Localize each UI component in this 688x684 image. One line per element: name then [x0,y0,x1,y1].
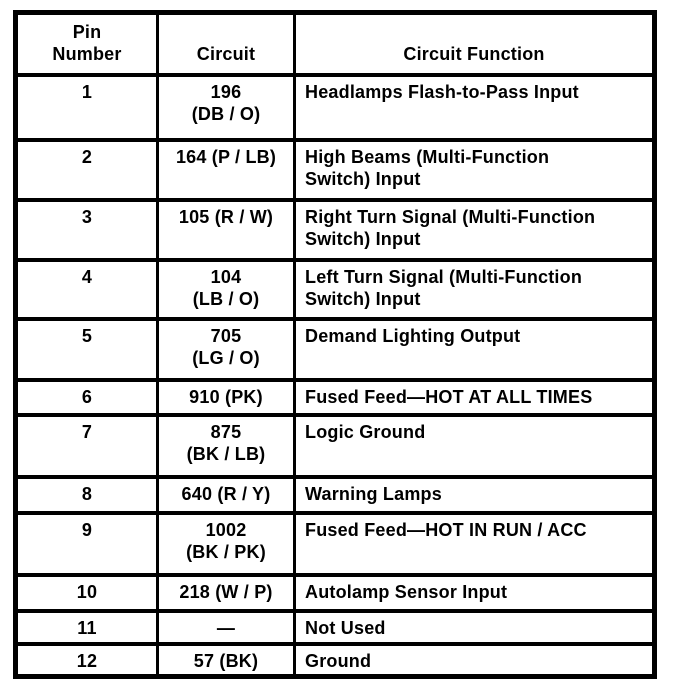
table-row: 12 57 (BK) Ground [14,641,656,678]
table-row: 1 196 (DB / O) Headlamps Flash-to-Pass I… [14,72,656,142]
circuit-function-cell: Left Turn Signal (Multi-Function Switch)… [293,257,656,321]
circuit-cell: — [156,608,296,646]
circuit-cell: 196 (DB / O) [156,72,296,142]
pin-number-cell: 12 [14,641,159,678]
circuit-function-cell: Fused Feed—HOT AT ALL TIMES [293,377,656,417]
pin-number-cell: 3 [14,197,159,262]
pin-number-cell: 10 [14,572,159,613]
circuit-cell: 218 (W / P) [156,572,296,613]
column-header-circuit: Circuit [156,10,296,77]
column-header-circuit-function: Circuit Function [293,10,656,77]
circuit-function-cell: Fused Feed—HOT IN RUN / ACC [293,510,656,577]
pin-number-cell: 11 [14,608,159,646]
circuit-cell: 640 (R / Y) [156,474,296,515]
column-header-pin-number: Pin Number [14,10,159,77]
pin-number-cell: 5 [14,316,159,382]
table-row: 3 105 (R / W) Right Turn Signal (Multi-F… [14,197,656,262]
pin-number-cell: 1 [14,72,159,142]
pin-number-cell: 4 [14,257,159,321]
pin-number-cell: 2 [14,137,159,202]
table-row: 8 640 (R / Y) Warning Lamps [14,474,656,515]
circuit-cell: 164 (P / LB) [156,137,296,202]
circuit-function-cell: Autolamp Sensor Input [293,572,656,613]
circuit-function-cell: Demand Lighting Output [293,316,656,382]
pin-number-cell: 8 [14,474,159,515]
circuit-function-cell: High Beams (Multi-Function Switch) Input [293,137,656,202]
table-row: 5 705 (LG / O) Demand Lighting Output [14,316,656,382]
circuit-cell: 57 (BK) [156,641,296,678]
table-row: 6 910 (PK) Fused Feed—HOT AT ALL TIMES [14,377,656,417]
circuit-function-cell: Not Used [293,608,656,646]
circuit-cell: 104 (LB / O) [156,257,296,321]
circuit-cell: 105 (R / W) [156,197,296,262]
table-row: 2 164 (P / LB) High Beams (Multi-Functio… [14,137,656,202]
pin-number-cell: 7 [14,412,159,479]
table-row: 11 — Not Used [14,608,656,646]
pin-number-cell: 6 [14,377,159,417]
table-row: 9 1002 (BK / PK) Fused Feed—HOT IN RUN /… [14,510,656,577]
table-row: 10 218 (W / P) Autolamp Sensor Input [14,572,656,613]
circuit-function-cell: Logic Ground [293,412,656,479]
circuit-function-cell: Right Turn Signal (Multi-Function Switch… [293,197,656,262]
circuit-function-cell: Warning Lamps [293,474,656,515]
circuit-cell: 1002 (BK / PK) [156,510,296,577]
header-row: Pin Number Circuit Circuit Function [14,10,656,77]
circuit-cell: 875 (BK / LB) [156,412,296,479]
circuit-function-cell: Headlamps Flash-to-Pass Input [293,72,656,142]
table-row: 7 875 (BK / LB) Logic Ground [14,412,656,479]
circuit-function-cell: Ground [293,641,656,678]
pinout-table: Pin Number Circuit Circuit Function 1 19… [13,10,657,679]
pin-number-cell: 9 [14,510,159,577]
circuit-cell: 910 (PK) [156,377,296,417]
table-row: 4 104 (LB / O) Left Turn Signal (Multi-F… [14,257,656,321]
circuit-cell: 705 (LG / O) [156,316,296,382]
